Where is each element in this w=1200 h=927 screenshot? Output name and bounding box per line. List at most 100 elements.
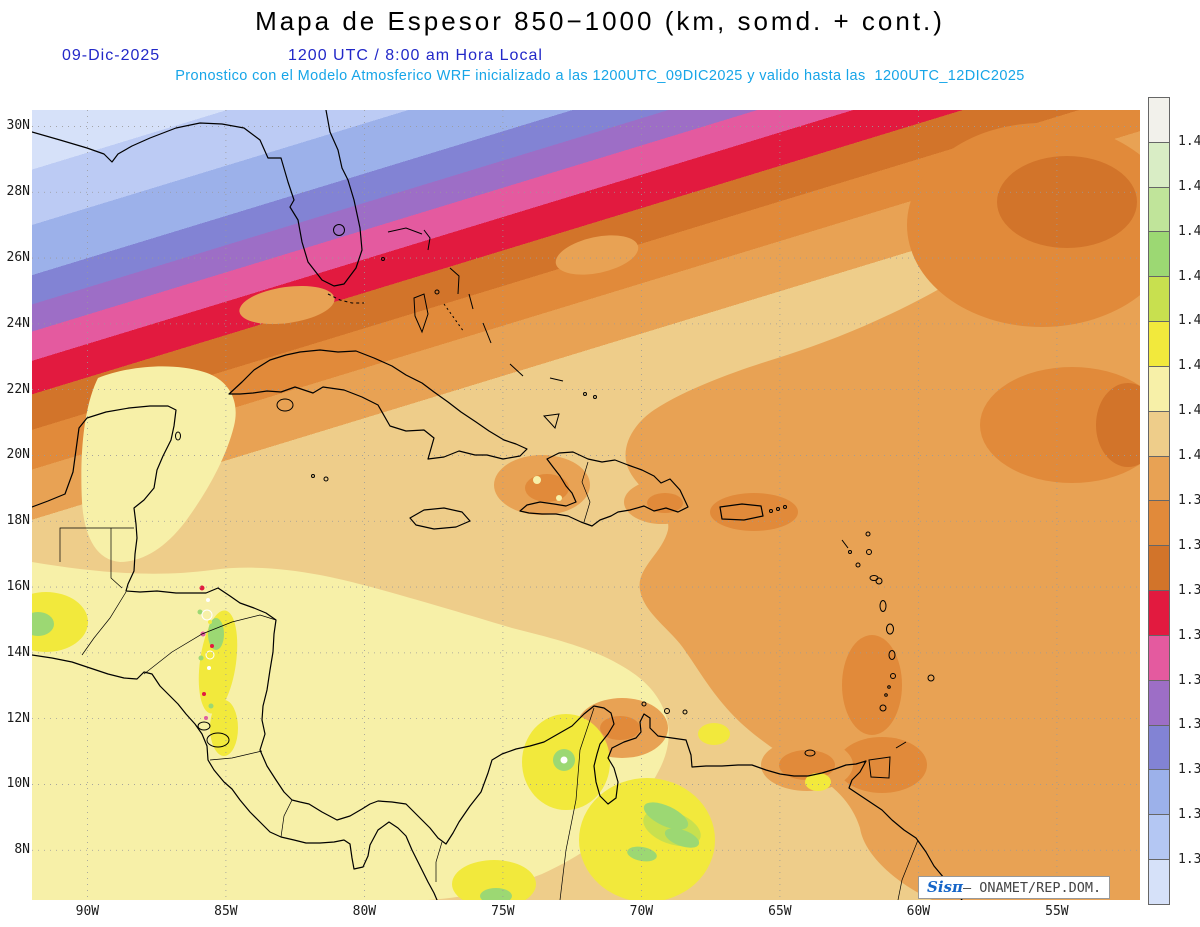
lat-tick-label: 24N [6,315,30,331]
colorbar-label: 1.446 [1178,133,1200,149]
colorbar-segment [1149,232,1169,278]
colorbar-segment [1149,411,1169,457]
trinidad [868,756,891,779]
central-south-america-caribbean-coast [32,405,963,900]
tobago [895,741,907,749]
colorbar-segment [1149,277,1169,323]
colorbar-segment [1149,501,1169,547]
colorbar-segment [1149,815,1169,861]
lake-okeechobee [333,224,345,236]
abaco [423,229,431,251]
jamaica-coast [409,507,471,530]
lon-tick-label: 55W [1045,904,1069,919]
hispaniola-coast [519,451,689,527]
coastlines [32,110,963,900]
colorbar-label: 1.368 [1178,717,1200,733]
colorbar-label: 1.35 [1178,852,1200,868]
forecast-description: Pronostico con el Modelo Atmosferico WRF… [175,68,1025,84]
warm-maxima-spots [32,592,831,900]
colorbar-label: 1.356 [1178,807,1200,823]
new-providence [434,289,440,295]
martinique [886,623,894,635]
pacific-coast [32,654,438,900]
lon-tick-label: 90W [75,904,100,919]
southwest-warm-region [32,562,669,900]
colorbar-segment [1149,591,1169,636]
colorbar-label: 1.374 [1178,672,1200,688]
colorbar-label: 1.41 [1178,403,1200,419]
great-inagua [542,413,560,429]
crooked-island [509,363,524,377]
st-kitts [841,539,849,549]
nevis [848,550,852,554]
colorbar-label: 1.398 [1178,493,1200,508]
colorbar-label: 1.38 [1178,627,1200,643]
guadeloupe-east [875,577,883,585]
caicos [593,395,597,399]
east-atlantic-orange-region [625,146,1140,900]
little-cayman [311,474,315,478]
lat-tick-label: 8N [14,842,30,858]
colorbar-segment [1149,725,1169,771]
colorbar-segment [1149,322,1169,367]
lat-tick-label: 22N [6,381,30,397]
florida-keys [327,293,364,304]
watermark-org: ONAMET/REP.DOM. [979,880,1102,896]
colorbar-label: 1.404 [1178,448,1200,464]
virgin-islands-1 [776,507,780,511]
puerto-rico-coast [719,503,764,521]
colorbar-label: 1.416 [1178,358,1200,374]
colorbar-segment [1149,142,1169,188]
lake-nicaragua [206,732,230,748]
thickness-map-svg [32,110,1140,900]
lat-tick-label: 30N [6,118,30,134]
colorbar-segment [1149,635,1169,681]
montserrat [855,562,861,568]
lon-tick-label: 80W [352,904,377,919]
watermark: Sisπ– ONAMET/REP.DOM. [918,876,1111,899]
colorbar-segment [1149,770,1169,816]
colorbar-label: 1.386 [1178,582,1200,598]
lat-tick-label: 18N [6,513,30,529]
lon-tick-label: 70W [629,904,654,919]
long-island [482,322,492,344]
lat-tick-label: 12N [6,710,30,726]
isla-juventud [276,398,294,412]
lon-tick-label: 85W [214,904,238,919]
turks [583,392,587,396]
bonaire [682,709,688,715]
country-borders [59,461,919,900]
colorbar-label: 1.44 [1178,178,1200,194]
grenadines-2 [884,693,888,697]
lat-tick-label: 26N [6,250,30,266]
campeche-warm-blob [81,366,236,562]
grand-bahama [387,227,423,235]
lat-tick-label: 28N [6,184,30,200]
colorbar-segments [1148,97,1170,905]
colorbar-label: 1.428 [1178,268,1200,284]
margarita [804,749,816,757]
colorbar-label: 1.362 [1178,762,1200,778]
colorbar-segment [1149,456,1169,502]
lat-tick-label: 20N [6,447,30,463]
virgin-islands-2 [783,505,787,509]
colorbar-segment [1149,366,1169,412]
highland-speckles [197,585,218,720]
exuma-cays [443,303,465,333]
colorbar-segment [1149,860,1169,904]
grenada [879,704,887,712]
watermark-brand: Sisπ [927,878,963,896]
aruba [641,701,647,707]
orange-patches [239,123,1140,793]
st-lucia [888,650,896,660]
mayaguana [549,377,564,382]
vieques [769,509,773,513]
lat-tick-label: 10N [6,776,30,792]
barbados [927,674,935,682]
valid-time: 1200 UTC / 8:00 am Hora Local [288,47,543,64]
grand-cayman [323,476,329,482]
page-title: Mapa de Espesor 850−1000 (km, somd. + co… [255,6,945,36]
colorbar-segment [1149,187,1169,233]
gulf-florida-coast [32,110,363,287]
